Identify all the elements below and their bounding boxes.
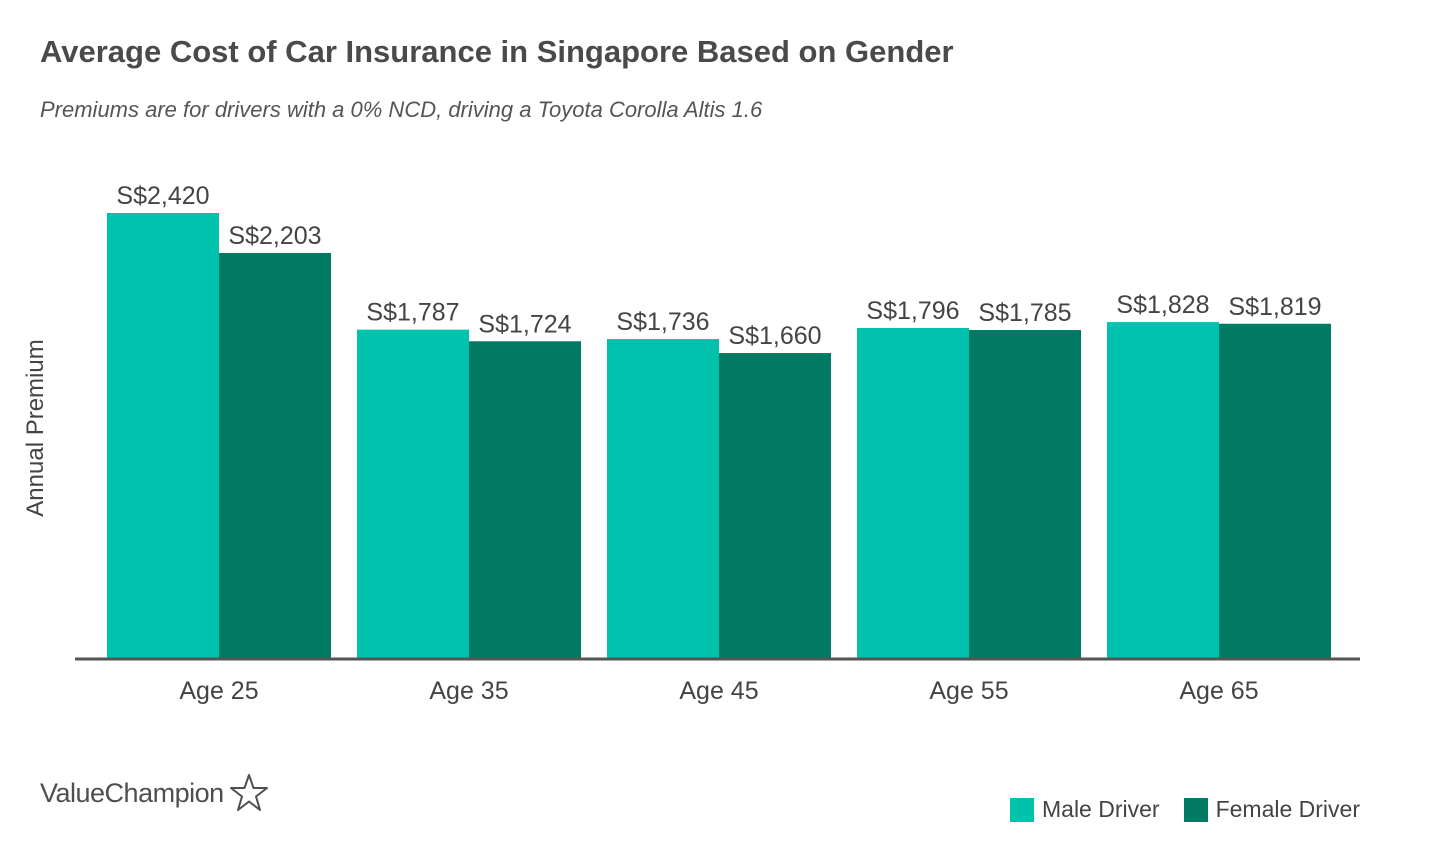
x-tick-labels-layer: Age 25 Age 35 Age 45 Age 55 Age 65 [179, 677, 1258, 705]
star-outline-icon [229, 774, 268, 811]
legend-label-female: Female Driver [1215, 796, 1360, 822]
value-label-age-25-female-driver: S$2,203 [228, 222, 321, 250]
legend-swatch-male [1010, 797, 1034, 822]
chart-title: Average Cost of Car Insurance in Singapo… [40, 34, 954, 69]
value-label-age-35-male-driver: S$1,787 [366, 299, 459, 327]
bar-age-65-male-driver [1107, 322, 1219, 659]
legend-item-male: Male Driver [1010, 796, 1160, 823]
x-tick-label-age-35: Age 35 [429, 677, 508, 705]
y-axis-label: Annual Premium [22, 339, 49, 516]
bar-age-55-male-driver [857, 328, 969, 659]
value-label-age-65-female-driver: S$1,819 [1228, 293, 1321, 321]
chart-legend: Male Driver Female Driver [986, 796, 1360, 823]
value-label-age-55-male-driver: S$1,796 [866, 297, 959, 325]
brand-name: ValueChampion [40, 777, 224, 808]
value-labels-layer: S$2,420 S$2,203 S$1,787 S$1,724 S$1,736 S$1,6… [116, 182, 1321, 350]
bar-age-35-female-driver [469, 341, 581, 659]
bar-age-45-female-driver [719, 353, 831, 659]
value-label-age-45-male-driver: S$1,736 [616, 308, 709, 336]
bars-layer [107, 213, 1331, 660]
bar-age-65-female-driver [1219, 323, 1331, 659]
brand-logo: ValueChampion [40, 772, 270, 814]
legend-swatch-female [1183, 797, 1208, 822]
bar-age-55-female-driver [969, 330, 1081, 659]
legend-label-male: Male Driver [1042, 796, 1160, 822]
x-tick-label-age-65: Age 65 [1179, 677, 1258, 705]
x-tick-label-age-55: Age 55 [929, 677, 1008, 705]
bar-age-35-male-driver [357, 329, 469, 659]
value-label-age-25-male-driver: S$2,420 [116, 182, 209, 210]
value-label-age-65-male-driver: S$1,828 [1116, 291, 1209, 319]
legend-item-female: Female Driver [1183, 796, 1360, 823]
bar-age-25-female-driver [219, 252, 331, 660]
x-tick-label-age-25: Age 25 [179, 677, 258, 705]
bar-chart: S$2,420 S$2,203 S$1,787 S$1,724 S$1,736 S$1,6… [22, 182, 1360, 705]
value-label-age-45-female-driver: S$1,660 [728, 322, 821, 350]
chart-subtitle: Premiums are for drivers with a 0% NCD, … [40, 97, 763, 122]
x-tick-label-age-45: Age 45 [679, 677, 758, 705]
bar-age-45-male-driver [607, 339, 719, 659]
bar-age-25-male-driver [107, 213, 219, 659]
value-label-age-35-female-driver: S$1,724 [478, 310, 571, 338]
value-label-age-55-female-driver: S$1,785 [978, 299, 1071, 327]
